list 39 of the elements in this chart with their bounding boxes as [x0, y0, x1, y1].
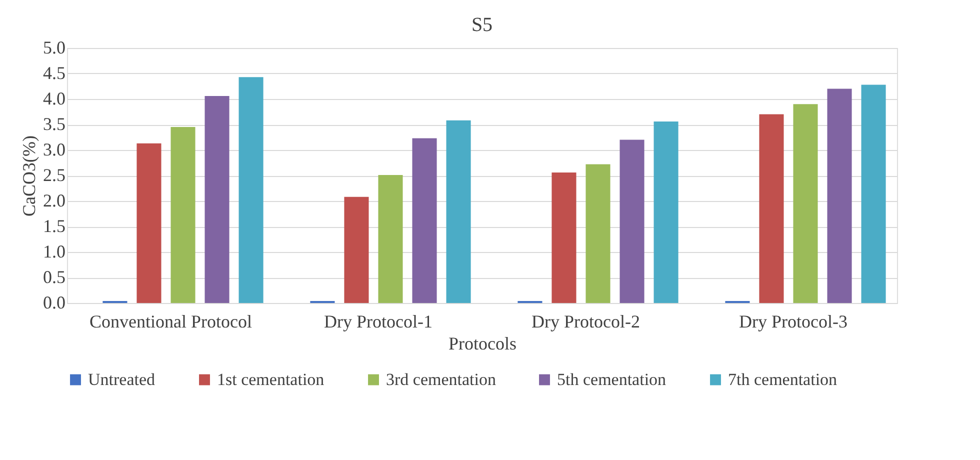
bar — [378, 174, 403, 303]
y-axis-title: CaCO3(%) — [19, 136, 39, 216]
y-tick-label: 0.0 — [43, 292, 66, 312]
legend-label: 3rd cementation — [386, 370, 496, 389]
bar — [204, 96, 230, 303]
bar — [861, 84, 886, 303]
x-tick-label: Dry Protocol-2 — [532, 312, 640, 332]
y-tick-label: 2.0 — [43, 190, 66, 210]
bar — [654, 121, 678, 303]
bar — [344, 196, 369, 303]
y-tick-label: 3.0 — [43, 140, 66, 160]
legend-label: Untreated — [88, 370, 156, 389]
x-tick-label: Dry Protocol-1 — [324, 312, 432, 332]
bar — [552, 172, 576, 303]
y-tick-label: 5.0 — [43, 38, 66, 58]
y-tick-label: 1.5 — [43, 216, 66, 236]
bar — [136, 143, 162, 303]
legend-label: 7th cementation — [728, 370, 838, 389]
bar — [793, 104, 818, 303]
bar — [620, 140, 644, 303]
bar — [446, 120, 471, 303]
x-tick-label: Dry Protocol-3 — [739, 312, 848, 332]
x-axis-title: Protocols — [448, 334, 517, 354]
y-tick-label: 4.0 — [43, 88, 66, 108]
y-tick-label: 3.5 — [43, 114, 66, 134]
y-tick-label: 0.5 — [43, 267, 66, 287]
y-tick-label: 4.5 — [43, 63, 66, 83]
chart-title: S5 — [471, 14, 493, 36]
x-tick-label: Conventional Protocol — [90, 312, 252, 332]
legend-label: 5th cementation — [557, 370, 667, 389]
bar — [170, 127, 196, 303]
y-tick-label: 2.5 — [43, 165, 66, 185]
legend-label: 1st cementation — [217, 370, 325, 389]
bar — [827, 88, 852, 303]
bar — [238, 77, 264, 303]
y-tick-label: 1.0 — [43, 242, 66, 262]
bar — [759, 114, 784, 303]
bar — [412, 138, 437, 303]
bar — [586, 164, 610, 303]
